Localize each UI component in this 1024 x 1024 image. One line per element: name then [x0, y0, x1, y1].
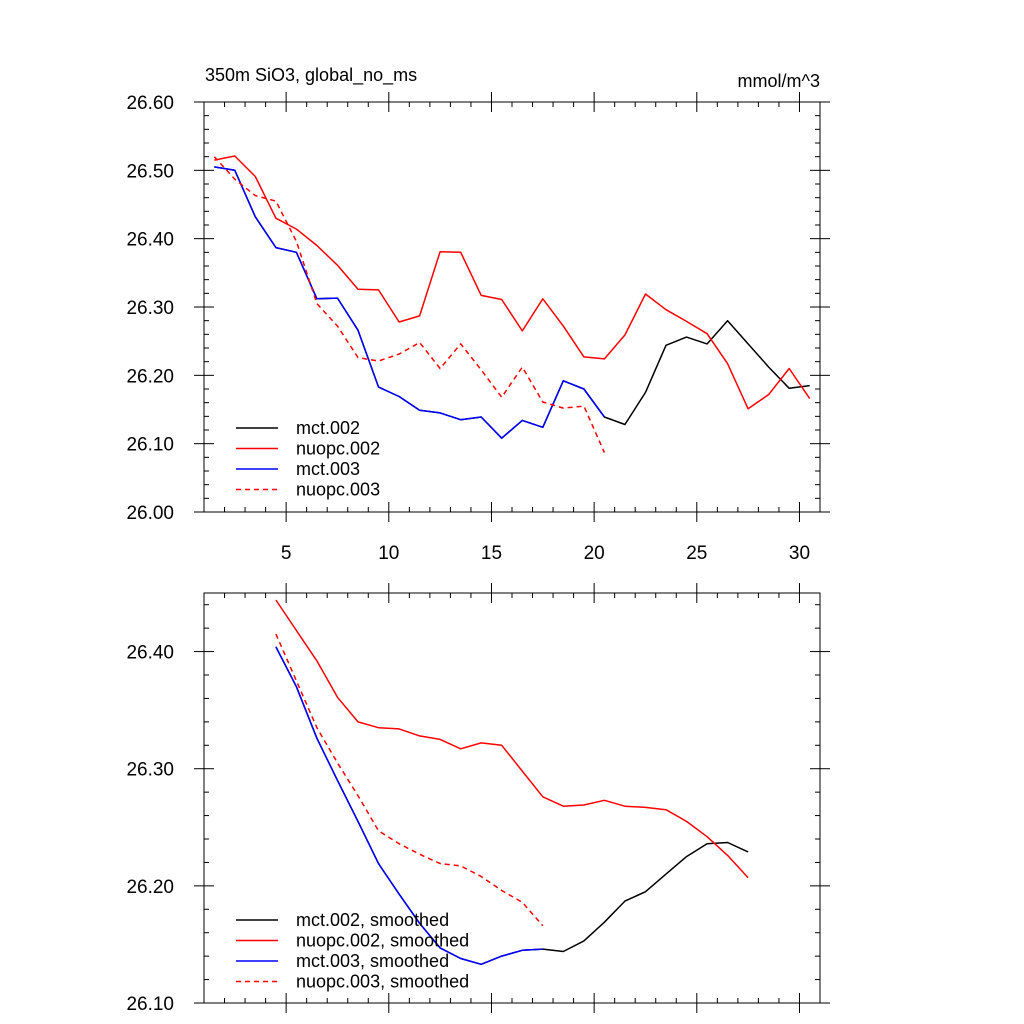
series-line-nuopc-003-smoothed: [275, 633, 544, 927]
legend-label: nuopc.002: [296, 439, 380, 459]
legend-label: nuopc.003: [296, 480, 380, 500]
y-tick-label: 26.30: [126, 760, 174, 781]
y-tick-label: 26.50: [126, 161, 174, 182]
y-tick-label: 26.20: [126, 877, 174, 898]
x-tick-label: 30: [789, 543, 810, 564]
y-tick-label: 26.40: [126, 643, 174, 664]
legend-label: mct.003, smoothed: [296, 951, 449, 971]
x-tick-label: 20: [584, 543, 605, 564]
legend-label: mct.002, smoothed: [296, 910, 449, 930]
y-tick-label: 26.40: [126, 230, 174, 251]
y-tick-label: 26.60: [126, 93, 174, 114]
x-tick-label: 15: [481, 543, 502, 564]
x-tick-label: 25: [686, 543, 707, 564]
series-line-nuopc-003: [213, 156, 606, 453]
top-panel: 350m SiO3, global_no_ms mmol/m^3 5 10 15 20…: [126, 65, 830, 564]
units-label: mmol/m^3: [738, 71, 820, 91]
y-tick-label: 26.30: [126, 298, 174, 319]
y-tick-label: 26.10: [126, 994, 174, 1015]
x-tick-label: 10: [378, 543, 399, 564]
series-line-mct-002: [214, 166, 810, 439]
series-line-nuopc-002: [214, 155, 811, 410]
series-line-nuopc-002-smoothed: [275, 599, 749, 879]
x-tick-label: 5: [281, 543, 292, 564]
y-tick-label: 26.20: [126, 366, 174, 387]
series-line-mct-003: [214, 166, 606, 439]
legend-label: nuopc.002, smoothed: [296, 931, 469, 951]
chart-title: 350m SiO3, global_no_ms: [205, 65, 417, 86]
legend-label: mct.002: [296, 418, 360, 438]
legend-label: nuopc.003, smoothed: [296, 972, 469, 992]
y-tick-label: 26.00: [126, 503, 174, 524]
legend-label: mct.003: [296, 459, 360, 479]
series-line-mct-003-smoothed: [275, 646, 543, 966]
y-tick-label: 26.10: [126, 435, 174, 456]
